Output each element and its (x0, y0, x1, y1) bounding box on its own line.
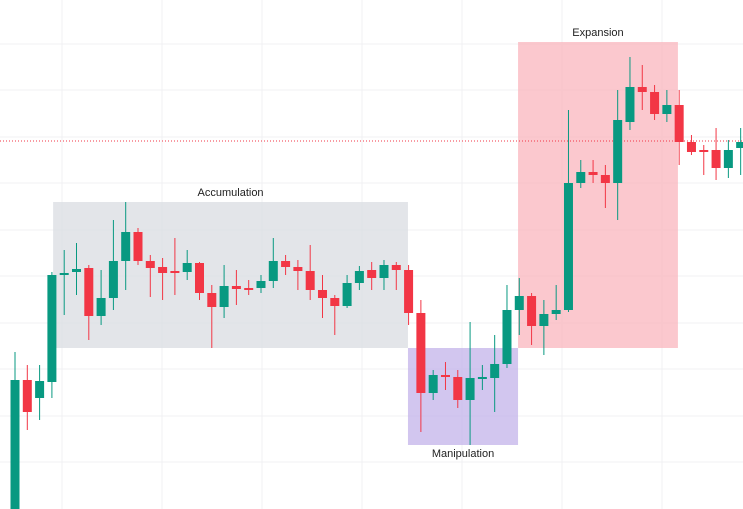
candle-body (539, 314, 549, 326)
candle-body (391, 265, 401, 270)
candle-body (428, 375, 438, 393)
candle-body (194, 263, 204, 293)
candle-body (354, 271, 364, 283)
candle-body (465, 378, 475, 400)
candle-body (736, 142, 743, 148)
candle-body (108, 261, 118, 298)
candle-body (674, 105, 684, 142)
candle-body (477, 377, 487, 379)
candle-body (305, 271, 315, 290)
candle-body (379, 265, 389, 278)
candle-body (686, 142, 696, 152)
candle-body (207, 293, 217, 307)
candle-body (96, 298, 106, 316)
zone-label: Expansion (572, 27, 623, 39)
candle-body (317, 290, 327, 298)
candle-body (158, 267, 168, 273)
candle-body (47, 275, 57, 382)
candle-body (22, 380, 32, 412)
candle-body (588, 172, 598, 175)
candle-body (637, 87, 647, 92)
candle-body (342, 283, 352, 306)
candle-body (440, 375, 450, 377)
candle-body (711, 150, 721, 168)
zone (53, 202, 408, 348)
candle-body (219, 286, 229, 307)
candle-body (563, 183, 573, 310)
zone (407, 348, 519, 445)
candle-body (650, 92, 660, 114)
candle-body (121, 232, 131, 261)
candle-body (699, 150, 709, 152)
candle-body (576, 172, 586, 183)
zone-label: Manipulation (432, 448, 494, 460)
candle-body (268, 261, 278, 281)
candle-body (514, 296, 524, 310)
candle-body (502, 310, 512, 364)
candle-body (84, 268, 94, 316)
candle-body (72, 269, 82, 272)
candle-body (723, 150, 733, 168)
candle-body (10, 380, 20, 509)
candle-body (416, 313, 426, 393)
zone (518, 42, 678, 348)
candle-body (145, 261, 155, 268)
zone-label: Accumulation (198, 187, 264, 199)
candle-body (453, 377, 463, 400)
candle-body (600, 175, 610, 183)
candle-body (59, 273, 69, 275)
candle-body (35, 381, 45, 398)
candle-body (551, 310, 561, 314)
candle-body (330, 298, 340, 306)
candle-body (662, 105, 672, 114)
candle-body (490, 364, 500, 378)
candle-body (244, 288, 254, 290)
candle-body (281, 261, 291, 267)
candle-body (613, 120, 623, 183)
candle-body (133, 232, 143, 261)
candle-body (527, 296, 537, 326)
candle-body (170, 271, 180, 273)
candle-body (231, 286, 241, 289)
candle-body (367, 270, 377, 278)
candle-body (182, 263, 192, 272)
candle-body (293, 267, 303, 271)
candle-body (256, 281, 266, 288)
candle-body (404, 270, 414, 313)
candle-body (625, 87, 635, 122)
